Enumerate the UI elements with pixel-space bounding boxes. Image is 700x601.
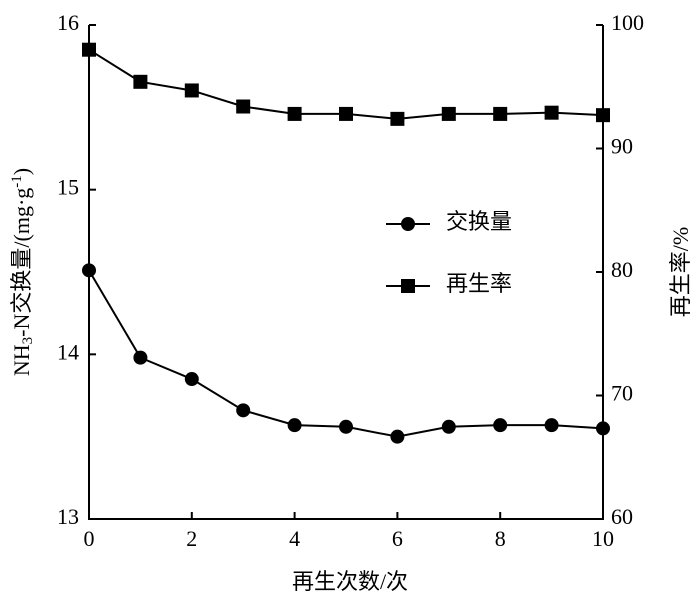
x-tick-label: 0	[84, 526, 95, 551]
y-tick-label: 15	[57, 175, 79, 200]
marker	[441, 419, 456, 434]
marker	[287, 418, 302, 433]
marker	[339, 106, 353, 121]
marker	[390, 111, 405, 126]
y2-tick-label: 70	[611, 381, 633, 406]
y-label-part: NH	[9, 344, 34, 376]
legend-label: 交换量	[446, 209, 512, 234]
legend-marker	[401, 279, 415, 293]
y-tick-label: 13	[57, 504, 79, 529]
marker	[441, 106, 456, 121]
marker	[544, 105, 559, 120]
axes-frame	[88, 25, 604, 520]
marker	[184, 372, 199, 387]
marker	[493, 106, 508, 121]
marker	[596, 108, 610, 123]
legend-label: 再生率	[446, 271, 512, 296]
y2-axis-label: 再生率/%	[668, 227, 693, 317]
marker	[287, 106, 302, 121]
marker	[236, 99, 251, 114]
y2-tick-label: 100	[611, 10, 644, 35]
marker	[339, 419, 353, 434]
series-line	[88, 269, 604, 438]
marker	[133, 74, 148, 89]
marker	[544, 418, 559, 433]
y-label-sup: -1	[9, 175, 25, 188]
y-label-part: )	[9, 168, 34, 175]
x-tick-label: 10	[592, 526, 614, 551]
y-axis-label: NH3-N交换量/(mg·g-1)	[9, 168, 36, 376]
marker	[596, 421, 610, 436]
x-axis-label: 再生次数/次	[292, 569, 408, 594]
y2-tick-label: 80	[611, 257, 633, 282]
x-tick-label: 6	[392, 526, 403, 551]
y-label-part: -N交换量/(mg·g	[9, 188, 34, 337]
marker	[390, 429, 405, 444]
marker	[133, 350, 148, 365]
marker	[184, 83, 199, 98]
marker	[493, 418, 508, 433]
x-tick-label: 4	[289, 526, 300, 551]
marker	[236, 403, 251, 418]
y2-tick-label: 90	[611, 134, 633, 159]
marker	[82, 263, 96, 278]
y-tick-label: 16	[57, 10, 79, 35]
legend-marker	[401, 217, 415, 231]
y-label-sub: 3	[20, 337, 36, 345]
x-tick-label: 8	[495, 526, 506, 551]
marker	[82, 42, 96, 57]
y2-tick-label: 60	[611, 504, 633, 529]
x-tick-label: 2	[186, 526, 197, 551]
y-tick-label: 14	[57, 339, 79, 364]
